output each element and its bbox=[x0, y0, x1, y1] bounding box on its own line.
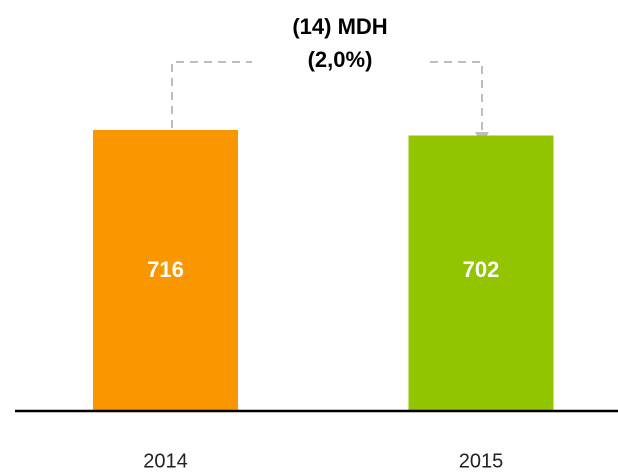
bar bbox=[93, 130, 238, 411]
annotation-line: (14) MDH bbox=[292, 14, 387, 39]
data-label: 702 bbox=[463, 257, 500, 282]
connector-left bbox=[171, 61, 252, 128]
x-tick-label: 2014 bbox=[143, 450, 188, 472]
annotation-line: (2,0%) bbox=[308, 47, 373, 72]
bar bbox=[408, 135, 554, 411]
x-tick-label: 2015 bbox=[459, 450, 504, 472]
connector-right bbox=[430, 61, 483, 134]
connector bbox=[171, 61, 483, 134]
data-label: 716 bbox=[147, 257, 184, 282]
bars: 716 2014 702 2015 bbox=[93, 130, 554, 472]
